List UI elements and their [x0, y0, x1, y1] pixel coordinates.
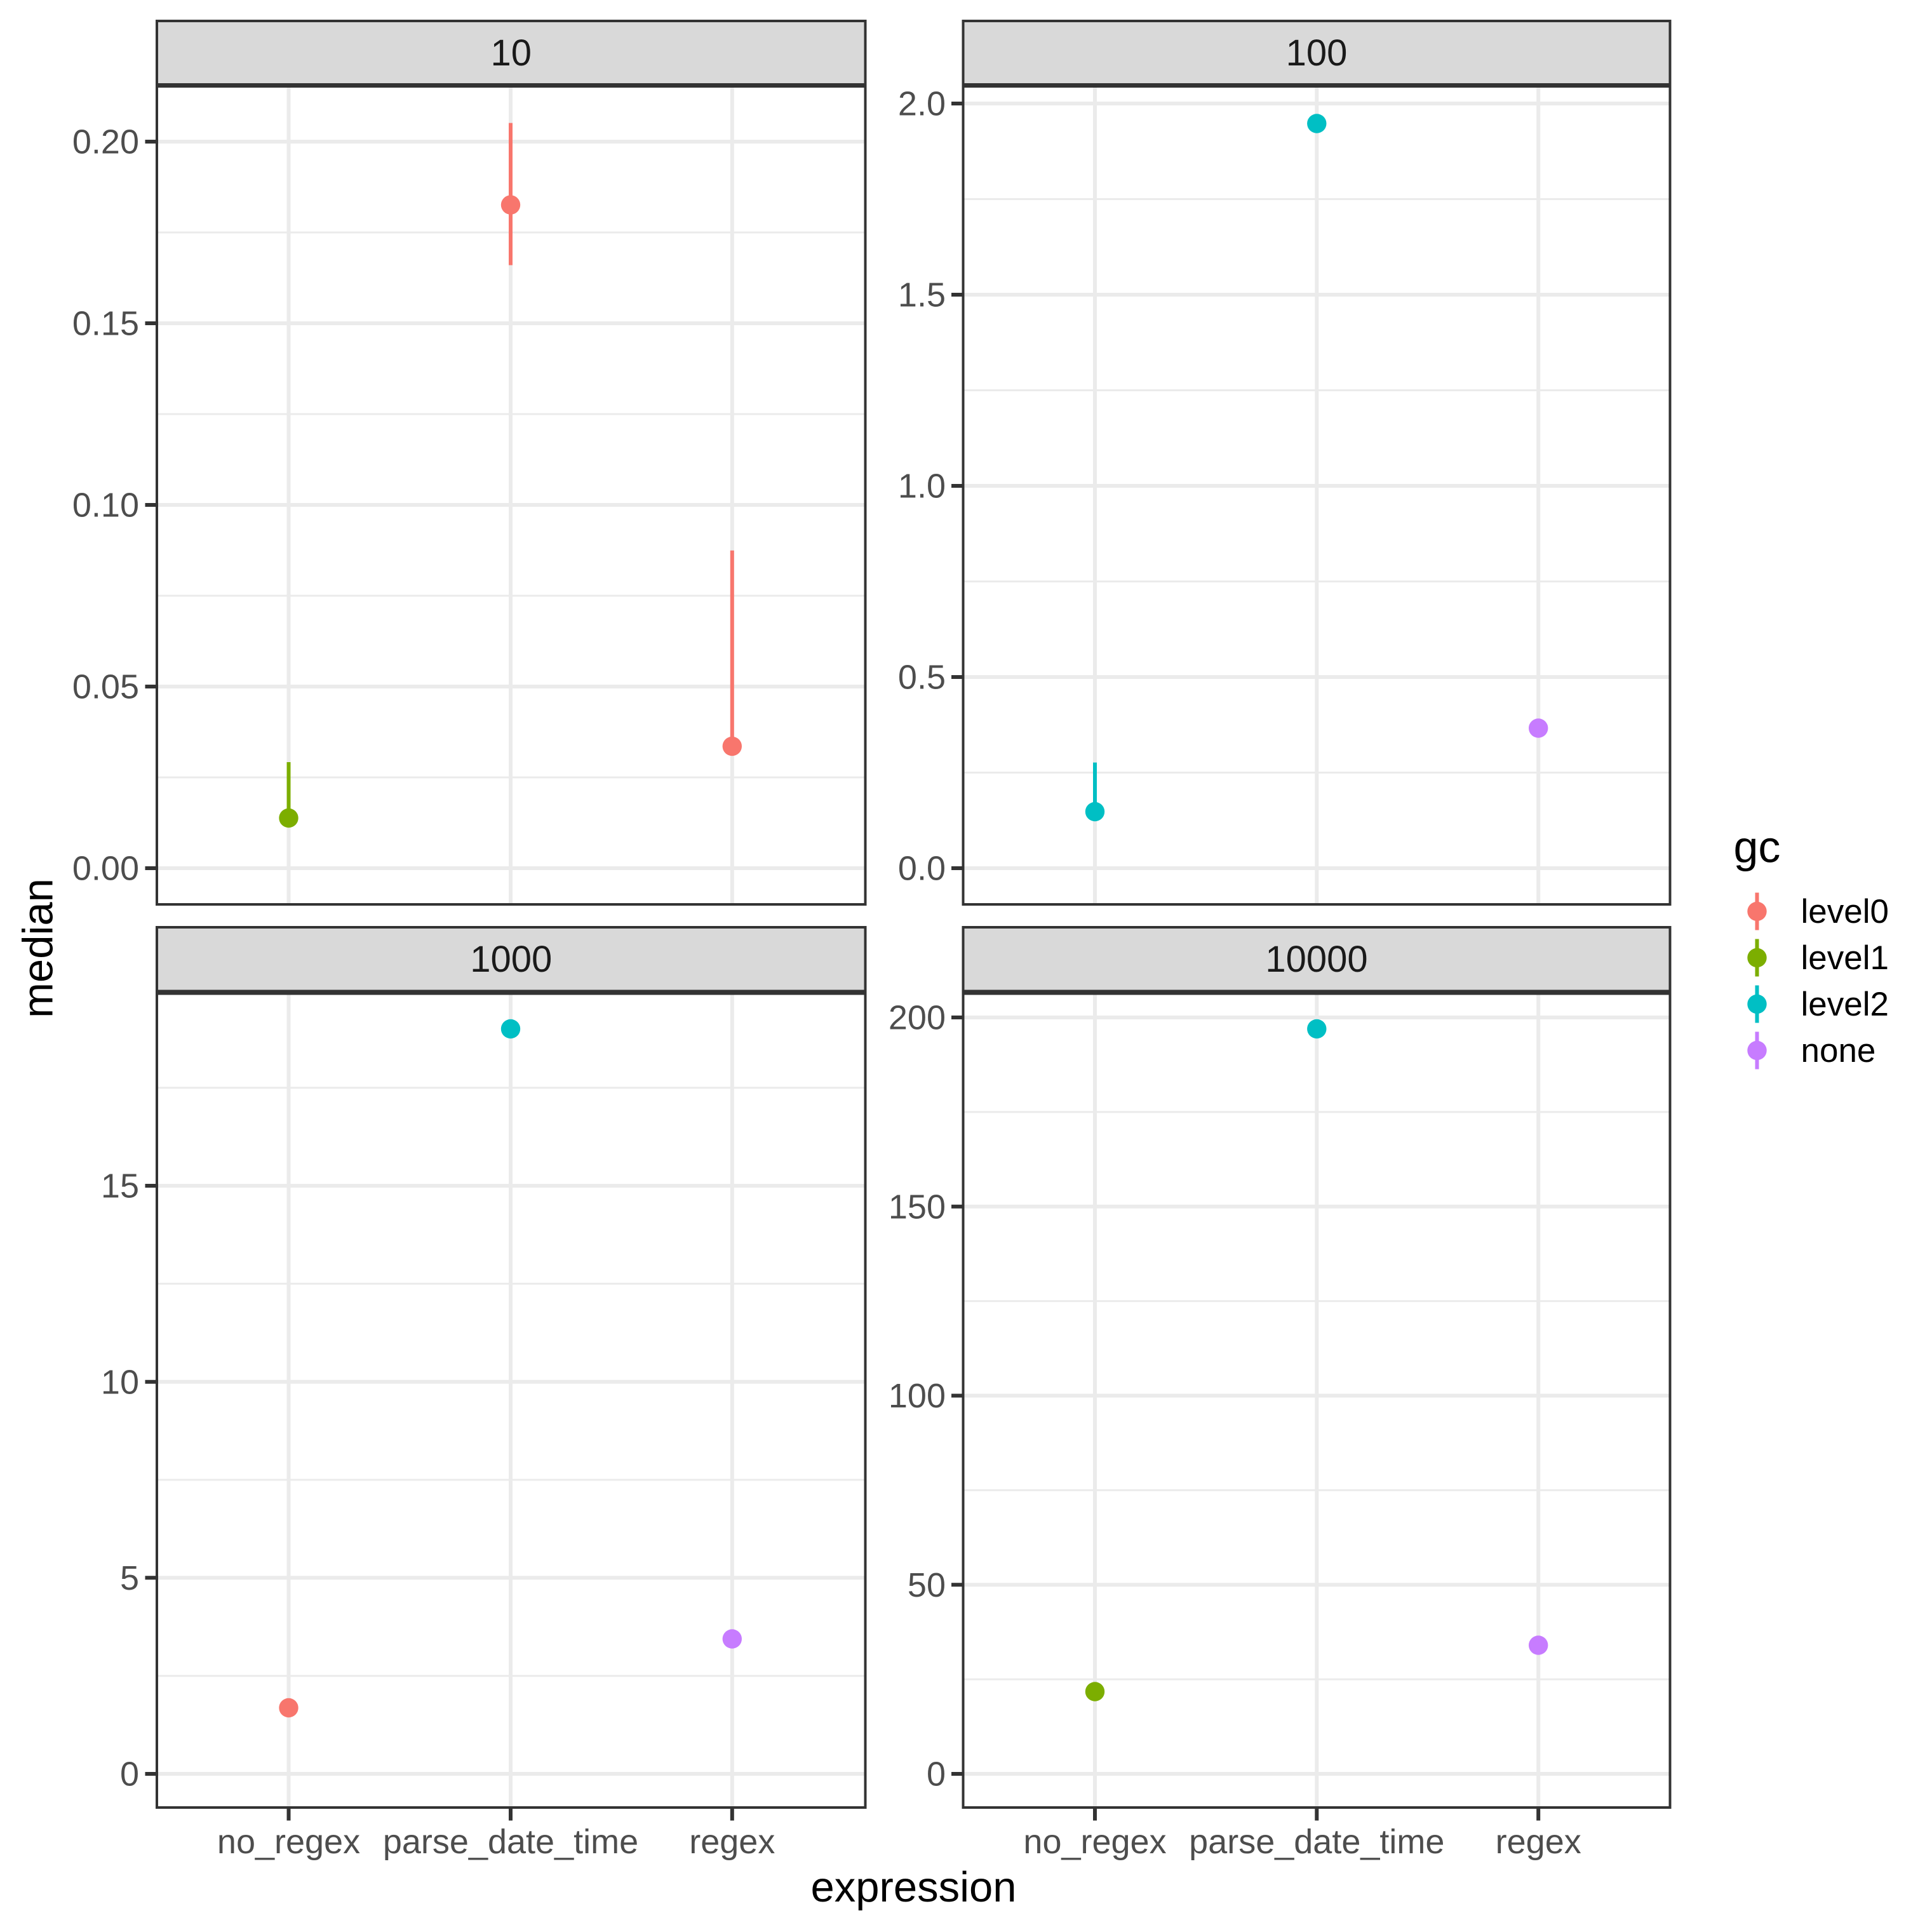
svg-text:200: 200 — [889, 999, 946, 1037]
svg-text:10: 10 — [101, 1363, 139, 1401]
svg-text:0.00: 0.00 — [72, 850, 139, 888]
svg-text:parse_date_time: parse_date_time — [383, 1823, 638, 1861]
svg-text:gc: gc — [1734, 822, 1781, 872]
svg-text:0: 0 — [927, 1755, 946, 1794]
svg-text:0.20: 0.20 — [72, 123, 139, 161]
svg-text:0: 0 — [120, 1755, 139, 1794]
svg-text:parse_date_time: parse_date_time — [1189, 1823, 1444, 1861]
svg-text:0.5: 0.5 — [898, 659, 946, 697]
svg-text:0.05: 0.05 — [72, 668, 139, 706]
svg-text:median: median — [15, 878, 62, 1018]
svg-text:expression: expression — [810, 1863, 1016, 1911]
svg-text:5: 5 — [120, 1559, 139, 1597]
svg-text:no_regex: no_regex — [217, 1823, 360, 1861]
svg-text:regex: regex — [1496, 1823, 1581, 1861]
svg-text:no_regex: no_regex — [1023, 1823, 1166, 1861]
svg-text:0.15: 0.15 — [72, 305, 139, 343]
svg-text:100: 100 — [889, 1377, 946, 1415]
svg-text:1.0: 1.0 — [898, 467, 946, 506]
svg-text:regex: regex — [689, 1823, 775, 1861]
svg-text:1000: 1000 — [470, 939, 552, 980]
svg-text:1.5: 1.5 — [898, 276, 946, 314]
svg-text:0.0: 0.0 — [898, 850, 946, 888]
svg-text:level0: level0 — [1801, 893, 1889, 930]
svg-text:level2: level2 — [1801, 986, 1889, 1023]
svg-text:0.10: 0.10 — [72, 486, 139, 525]
svg-text:none: none — [1801, 1032, 1876, 1070]
svg-text:2.0: 2.0 — [898, 85, 946, 123]
svg-text:15: 15 — [101, 1167, 139, 1205]
svg-text:10: 10 — [490, 32, 532, 74]
svg-text:level1: level1 — [1801, 939, 1889, 977]
svg-text:100: 100 — [1286, 32, 1348, 74]
svg-text:10000: 10000 — [1265, 939, 1367, 980]
svg-text:50: 50 — [908, 1566, 946, 1604]
svg-text:150: 150 — [889, 1188, 946, 1226]
